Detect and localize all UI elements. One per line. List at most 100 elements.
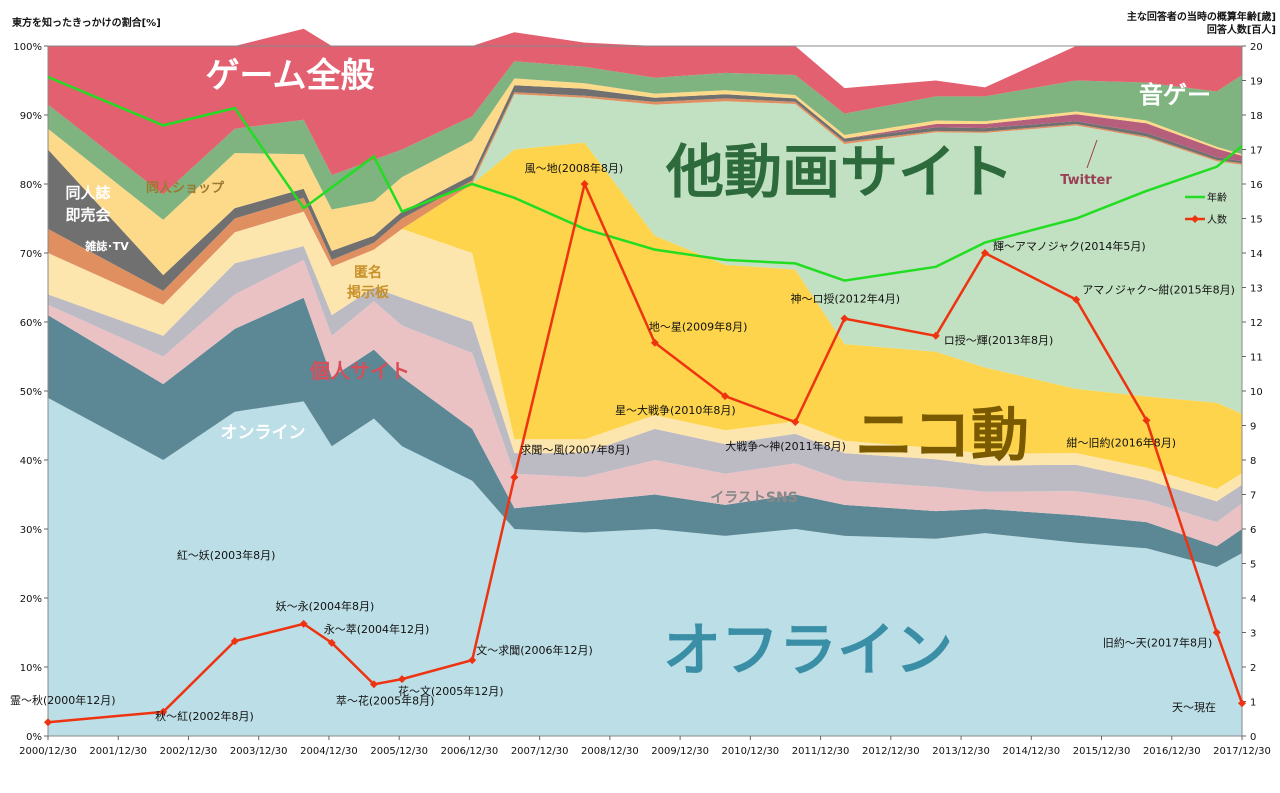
annotation-label: アマノジャク～紺(2015年8月) <box>1082 283 1235 297</box>
overlay-lines <box>44 75 1246 727</box>
count-point <box>397 675 406 684</box>
y-right-tick-label: 18 <box>1250 111 1263 122</box>
annotation-label: 萃～花(2005年8月) <box>336 693 435 707</box>
count-point <box>980 249 989 257</box>
annotation-label: 地～星(2009年8月) <box>649 320 748 334</box>
y-left-tick-label: 20% <box>20 594 42 605</box>
y-left-tick-label: 30% <box>20 525 42 536</box>
y-left-tick-label: 40% <box>20 456 42 467</box>
annotation-label: 妖～永(2004年8月) <box>276 599 375 613</box>
area-オンライン <box>48 297 1242 567</box>
y-right-tick-label: 11 <box>1250 353 1263 364</box>
x-tick-label: 2009/12/30 <box>651 746 709 757</box>
y-left-tick-label: 10% <box>20 663 42 674</box>
twitter-pointer <box>1086 139 1098 169</box>
label-imageboard-2: 掲示板 <box>347 284 390 301</box>
area-オフライン <box>48 397 1242 736</box>
area-ゲーム全般 <box>48 28 1242 195</box>
count-point <box>580 180 589 188</box>
y-right-tick-label: 12 <box>1250 318 1263 329</box>
y-left-axis-ticks: 0% 10% 20% 30% 40% 50% 60% 70% 80% 90% 100% <box>13 42 48 743</box>
y-right-tick-label: 9 <box>1250 422 1256 433</box>
annotation-label: 永～萃(2004年12月) <box>324 622 430 636</box>
x-tick-label: 2004/12/30 <box>300 746 358 757</box>
y-right-tick-label: 4 <box>1250 594 1256 605</box>
annotation-label: 輝～アマノジャク(2014年5月) <box>993 239 1146 253</box>
y-left-tick-label: 70% <box>20 249 42 260</box>
x-tick-label: 2001/12/30 <box>89 746 147 757</box>
label-illust-sns: イラストSNS <box>710 490 798 506</box>
y-right-tick-label: 16 <box>1250 180 1263 191</box>
count-point <box>299 619 308 628</box>
label-imageboard-1: 匿名 <box>354 264 382 281</box>
count-point <box>840 314 849 323</box>
count-point <box>159 707 168 716</box>
x-tick-label: 2017/12/30 <box>1213 746 1271 757</box>
count-line <box>47 180 1244 724</box>
x-tick-label: 2010/12/30 <box>722 746 780 757</box>
label-game: ゲーム全般 <box>206 56 375 96</box>
label-doujin-1: 同人誌 <box>65 184 110 202</box>
y-left-tick-label: 90% <box>20 111 42 122</box>
annotation-label: 紺～旧約(2016年8月) <box>1066 435 1176 449</box>
annotation-label: 花～文(2005年12月) <box>398 684 504 698</box>
area-他動画サイト <box>48 94 1242 414</box>
annotation-label: 天～現在 <box>1172 701 1216 714</box>
label-twitter: Twitter <box>1060 173 1112 188</box>
label-offline: オフライン <box>663 616 953 684</box>
area-匿名掲示板 <box>48 211 1242 502</box>
count-point <box>369 680 378 689</box>
x-tick-label: 2014/12/30 <box>1002 746 1060 757</box>
annotation-label: 星～大戦争(2010年8月) <box>615 403 736 417</box>
label-doujin-2: 即売会 <box>65 206 110 224</box>
x-tick-label: 2000/12/30 <box>19 746 77 757</box>
legend-marker <box>1191 215 1199 223</box>
count-point <box>650 338 659 347</box>
x-tick-label: 2013/12/30 <box>932 746 990 757</box>
label-personal: 個人サイト <box>309 359 410 383</box>
area-個人サイト <box>48 259 1242 547</box>
count-point <box>1212 628 1221 637</box>
annotation-label: 神～ロ授(2012年4月) <box>790 292 900 306</box>
annotation-label: 秋～紅(2002年8月) <box>155 709 254 723</box>
y-right-tick-label: 20 <box>1250 42 1263 53</box>
x-tick-label: 2016/12/30 <box>1143 746 1201 757</box>
annotation-label: 霊～秋(2000年12月) <box>10 693 116 707</box>
chart-title: 東方を知ったきっかけの割合[%] <box>12 16 161 29</box>
count-point <box>931 331 940 340</box>
area-同人ショップ <box>48 78 1242 276</box>
y-right-tick-label: 15 <box>1250 215 1263 226</box>
annotation-label: 風～地(2008年8月) <box>525 161 624 175</box>
y-left-tick-label: 0% <box>26 732 42 743</box>
x-tick-label: 2002/12/30 <box>160 746 218 757</box>
x-tick-label: 2003/12/30 <box>230 746 288 757</box>
y-right-tick-label: 19 <box>1250 77 1263 88</box>
label-nico: ニコ動 <box>855 401 1029 469</box>
count-point <box>230 637 239 646</box>
x-tick-label: 2011/12/30 <box>792 746 850 757</box>
y-left-tick-label: 100% <box>13 42 42 53</box>
label-shop: 同人ショップ <box>146 180 225 196</box>
y-right-tick-label: 13 <box>1250 284 1263 295</box>
y-right-tick-label: 6 <box>1250 525 1256 536</box>
annotations: 霊～秋(2000年12月) 秋～紅(2002年8月) 紅～妖(2003年8月) 妖～永… <box>10 161 1235 723</box>
count-point <box>721 392 730 401</box>
stacked-areas <box>48 28 1242 736</box>
x-tick-label: 2008/12/30 <box>581 746 639 757</box>
annotation-label: 紅～妖(2003年8月) <box>177 548 276 562</box>
y-right-tick-label: 5 <box>1250 560 1256 571</box>
x-axis-ticks: 2000/12/30 2001/12/30 2002/12/30 2003/12/30… <box>19 736 1271 757</box>
count-point <box>791 418 800 427</box>
count-point <box>44 718 52 727</box>
x-tick-label: 2006/12/30 <box>441 746 499 757</box>
annotation-label: 文～求聞(2006年12月) <box>476 643 593 657</box>
annotation-label: 旧約～天(2017年8月) <box>1103 636 1213 650</box>
count-point <box>510 473 519 482</box>
y-right-tick-label: 10 <box>1250 387 1263 398</box>
count-point <box>1142 416 1151 425</box>
x-tick-label: 2007/12/30 <box>511 746 569 757</box>
